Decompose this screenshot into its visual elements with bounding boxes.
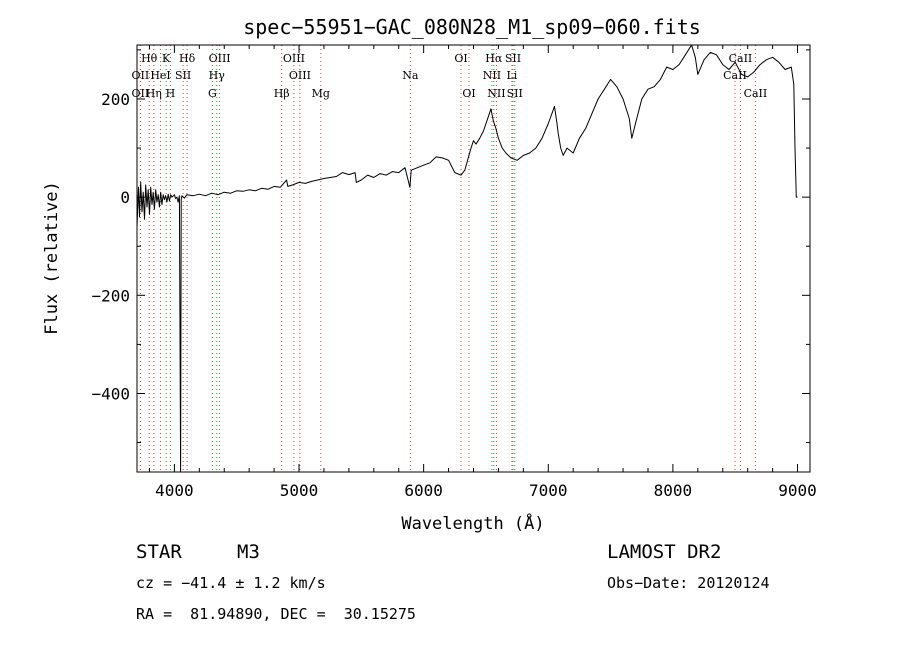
- marker-label: Mg: [312, 87, 330, 100]
- marker-label: K: [162, 52, 171, 65]
- marker-label: Hη: [146, 87, 162, 100]
- x-tick-label: 5000: [280, 481, 319, 500]
- marker-label: OIII: [283, 52, 305, 65]
- marker-label: CaII: [729, 52, 753, 65]
- survey-name: LAMOST DR2: [607, 541, 722, 563]
- marker-label: OII: [132, 69, 150, 82]
- x-axis-label: Wavelength (Å): [401, 512, 544, 534]
- marker-label: Hβ: [274, 87, 290, 100]
- marker-label: Hγ: [209, 69, 226, 82]
- marker-label: OIII: [209, 52, 231, 65]
- marker-label: OIII: [289, 69, 311, 82]
- y-tick-label: −400: [91, 384, 130, 403]
- marker-label: G: [208, 87, 217, 100]
- marker-label: CaII: [744, 87, 768, 100]
- x-tick-label: 8000: [654, 481, 693, 500]
- redshift-cz: cz = −41.4 ± 1.2 km/s: [136, 574, 326, 592]
- x-tick-label: 9000: [778, 481, 817, 500]
- marker-label: SII: [505, 52, 521, 65]
- marker-label: H: [166, 87, 176, 100]
- marker-label: Hδ: [179, 52, 196, 65]
- marker-label: HeI: [150, 69, 170, 82]
- marker-label: Hθ: [141, 52, 158, 65]
- spectrum-line-0: [136, 44, 798, 473]
- marker-label: NII: [483, 69, 501, 82]
- y-tick-label: −200: [91, 286, 130, 305]
- marker-label: Hα: [485, 52, 503, 65]
- marker-label: Na: [402, 69, 419, 82]
- series-layer: [136, 44, 798, 473]
- marker-label: OII: [132, 87, 150, 100]
- coordinates: RA = 81.94890, DEC = 30.15275: [136, 605, 416, 623]
- y-axis-label: Flux (relative): [42, 181, 62, 335]
- marker-label: OI: [454, 52, 467, 65]
- marker-label: NII: [487, 87, 505, 100]
- x-axis: 4000 5000 6000 7000 8000 9000: [148, 45, 817, 500]
- object-subclass: M3: [237, 541, 260, 563]
- marker-lines: [139, 45, 756, 472]
- y-tick-label: 0: [120, 188, 130, 207]
- plot-frame: [136, 44, 811, 473]
- marker-label: Li: [506, 69, 517, 82]
- object-type: STAR: [136, 541, 182, 563]
- x-tick-label: 4000: [155, 481, 194, 500]
- x-tick-label: 6000: [404, 481, 443, 500]
- chart-title: spec−55951−GAC_080N28_M1_sp09−060.fits: [243, 15, 701, 39]
- marker-label: SII: [175, 69, 191, 82]
- y-axis: −400 −200 0 200: [91, 49, 810, 444]
- y-tick-label: 200: [101, 90, 130, 109]
- observation-date: Obs−Date: 20120124: [607, 574, 770, 592]
- x-tick-label: 7000: [529, 481, 568, 500]
- marker-label: OI: [462, 87, 475, 100]
- marker-label: SII: [507, 87, 523, 100]
